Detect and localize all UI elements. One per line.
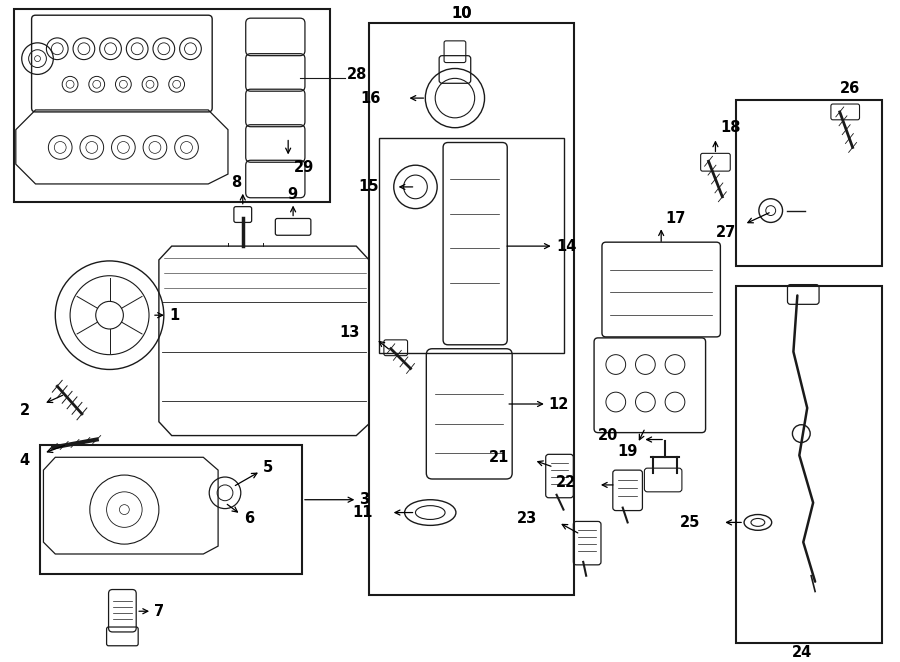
Bar	[379, 138, 564, 353]
Text: 12: 12	[549, 397, 569, 412]
Text: 3: 3	[359, 493, 369, 507]
Bar	[14, 9, 329, 202]
Text: 8: 8	[231, 175, 241, 191]
Text: 17: 17	[665, 211, 686, 226]
Text: 10: 10	[452, 6, 472, 21]
Text: 22: 22	[556, 475, 576, 491]
Text: 10: 10	[452, 6, 472, 21]
Bar	[736, 285, 882, 643]
Text: 14: 14	[556, 238, 577, 254]
Text: 1: 1	[170, 308, 180, 322]
Text: 16: 16	[361, 91, 381, 106]
Text: 20: 20	[598, 428, 617, 443]
Text: 5: 5	[263, 459, 273, 475]
Text: 9: 9	[287, 187, 297, 203]
Text: 24: 24	[791, 645, 812, 660]
Text: 15: 15	[358, 179, 379, 195]
Text: 21: 21	[489, 449, 509, 465]
Text: 18: 18	[720, 120, 741, 135]
Text: 13: 13	[338, 326, 359, 340]
Bar	[736, 100, 882, 266]
Text: 19: 19	[617, 444, 638, 459]
Text: 4: 4	[20, 453, 30, 468]
Text: 27: 27	[716, 225, 736, 240]
Text: 26: 26	[840, 81, 860, 96]
Text: 11: 11	[353, 505, 373, 520]
Text: 29: 29	[294, 160, 314, 175]
Text: 7: 7	[154, 604, 164, 619]
Text: 6: 6	[244, 511, 254, 526]
Text: 2: 2	[20, 403, 30, 418]
Text: 28: 28	[347, 67, 368, 82]
Bar	[369, 23, 574, 595]
Bar	[40, 446, 302, 574]
Text: 25: 25	[680, 515, 700, 530]
Text: 23: 23	[517, 511, 536, 526]
